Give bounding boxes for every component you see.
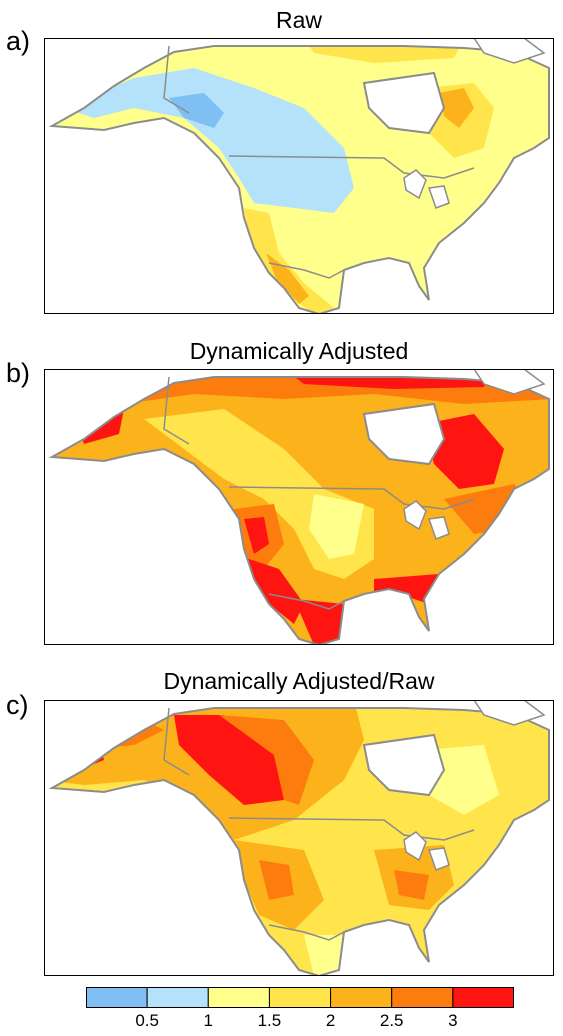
great-lakes-c [403, 831, 450, 871]
colorbar-tick-label: 2.5 [379, 1011, 404, 1030]
colorbar-swatch [207, 986, 270, 1009]
panel-b-title: Dynamically Adjusted [189, 338, 409, 364]
colorbar [85, 986, 515, 1009]
panel-a-title: Raw [275, 7, 322, 33]
colorbar-swatch [330, 986, 393, 1009]
colorbar-tick-label: 0.5 [135, 1011, 159, 1030]
colorbar-tick-label: 1.5 [257, 1011, 282, 1030]
us-canada-border-b [228, 486, 475, 510]
map-c-svg [44, 700, 554, 976]
colorbar-swatch [391, 986, 454, 1009]
greenland-c [473, 700, 546, 726]
panel-b-letter: b) [6, 358, 31, 388]
colorbar-swatch [85, 986, 148, 1009]
us-mexico-border-a [268, 262, 345, 279]
us-canada-border-a [228, 155, 475, 179]
map-frame-a [44, 38, 554, 314]
map-a-svg [44, 38, 554, 314]
map-panel-b [44, 369, 554, 645]
great-lakes-a [403, 169, 450, 209]
map-panel-a [44, 38, 554, 314]
panel-c-letter: c) [6, 690, 29, 720]
map-b-svg [44, 369, 554, 645]
great-lakes-b [403, 500, 450, 540]
us-canada-border-c [228, 817, 475, 841]
colorbar-frame [86, 987, 514, 1008]
alaska-border-c [163, 707, 190, 776]
colorbar-swatch [268, 986, 332, 1009]
us-mexico-border-b [268, 593, 345, 610]
greenland-a [473, 38, 546, 64]
alaska-border-b [163, 376, 190, 445]
colorbar-svg [85, 986, 515, 1009]
colorbar-swatch [146, 986, 209, 1009]
coastline-a [48, 45, 550, 314]
hudson-bay-a [362, 71, 446, 135]
map-panel-c [44, 700, 554, 976]
colorbar-tick-label: 1 [203, 1011, 214, 1030]
us-mexico-border-c [268, 924, 345, 941]
panel-c-title: Dynamically Adjusted/Raw [163, 668, 435, 694]
greenland-b [473, 369, 546, 395]
temperature-field-a [52, 46, 549, 314]
map-frame-b [44, 369, 554, 645]
colorbar-swatch [452, 986, 515, 1009]
hudson-bay-b [362, 402, 446, 466]
map-frame-c [44, 700, 554, 976]
coastline-c [48, 707, 550, 976]
coastline-b [48, 376, 550, 645]
colorbar-tick-label: 3 [448, 1011, 458, 1030]
panel-a-letter: a) [6, 26, 31, 56]
alaska-border-a [163, 45, 190, 114]
colorbar-tick-label: 2 [325, 1011, 336, 1030]
hudson-bay-c [362, 733, 446, 797]
